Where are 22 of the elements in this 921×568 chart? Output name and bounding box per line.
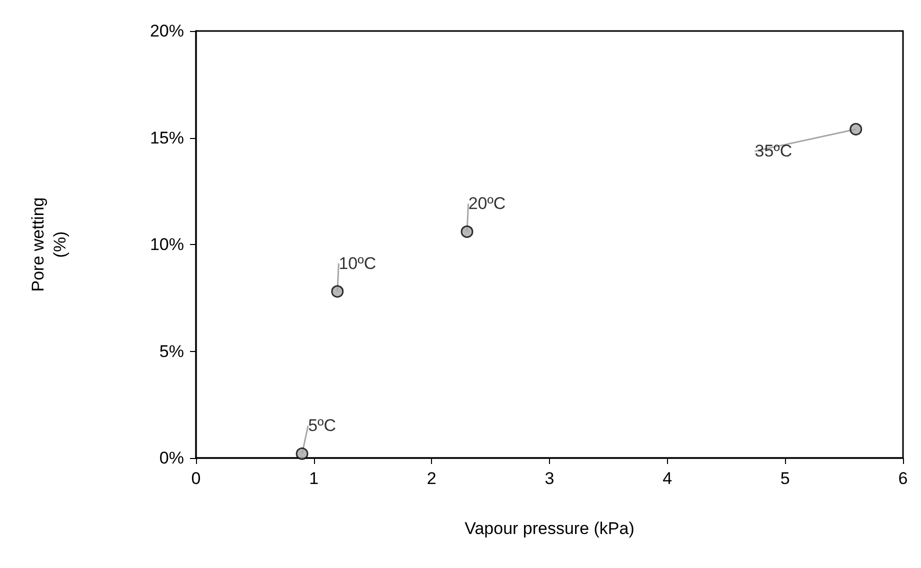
x-tick-label: 6 (898, 469, 908, 488)
y-tick-label: 15% (150, 128, 184, 148)
annotation: 10ºC (338, 254, 376, 273)
annotation: 35ºC (754, 142, 792, 161)
annotation: 5ºC (308, 416, 336, 436)
point (460, 225, 474, 238)
point (331, 285, 344, 298)
x-tick-label: 2 (426, 469, 436, 488)
x-axis-title: Vapour pressure (kPa) (464, 519, 634, 538)
x-tick-label: 4 (662, 469, 672, 488)
point (850, 122, 862, 136)
y-tick-label: 5% (159, 342, 184, 361)
y-tick-label: 20% (150, 22, 184, 40)
y-tick-label: 10% (150, 235, 184, 254)
point (296, 447, 308, 460)
x-tick-label: 0 (191, 469, 201, 488)
x-tick-label: 5 (780, 469, 790, 488)
y-tick-label: 0% (159, 448, 184, 468)
x-tick-label: 3 (544, 469, 554, 488)
y-axis-title: Pore wetting (%) (28, 197, 70, 292)
x-tick-label: 1 (309, 469, 319, 488)
annotation: 20ºC (468, 194, 506, 214)
